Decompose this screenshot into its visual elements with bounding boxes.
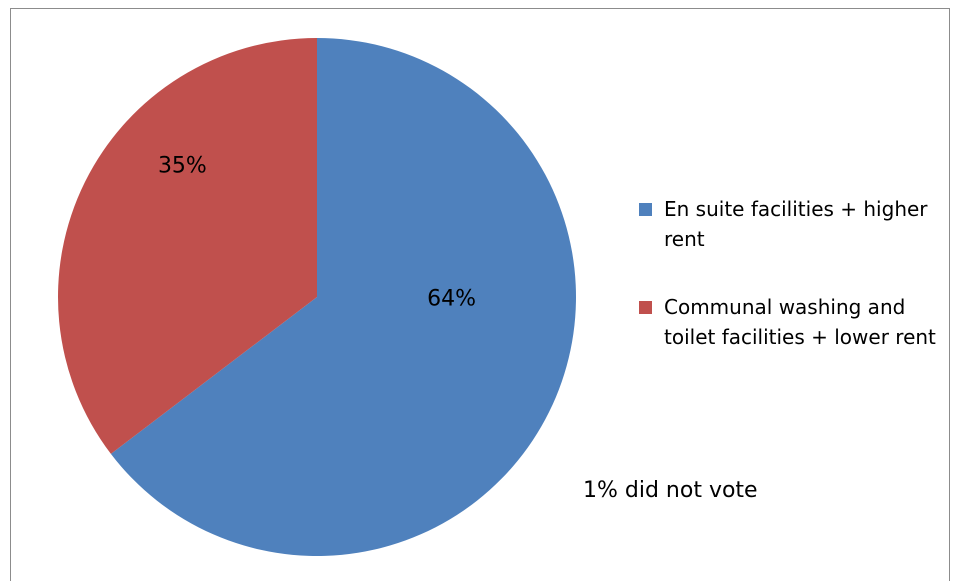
data-label-en-suite: 64%: [427, 287, 476, 312]
legend-label-en-suite: En suite facilities + higher rent: [664, 197, 928, 251]
pie-slice-communal: [57, 38, 317, 454]
pie-slice-en-suite: [110, 38, 577, 557]
legend-swatch-communal: [639, 301, 652, 314]
data-label-communal: 35%: [158, 153, 207, 178]
chart-area: [10, 8, 950, 581]
chart-annotation: 1% did not vote: [583, 478, 758, 503]
legend-swatch-en-suite: [639, 203, 652, 216]
legend-label-communal: Communal washing and toilet facilities +…: [664, 295, 936, 349]
legend: En suite facilities + higher rent Commun…: [636, 194, 936, 390]
legend-item-communal: Communal washing and toilet facilities +…: [636, 292, 936, 352]
legend-item-en-suite: En suite facilities + higher rent: [636, 194, 936, 254]
